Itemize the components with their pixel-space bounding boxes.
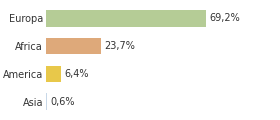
Text: 69,2%: 69,2% (209, 13, 240, 23)
Bar (46, 93, 47, 110)
Text: 23,7%: 23,7% (104, 41, 135, 51)
Bar (46, 66, 60, 82)
Bar (46, 10, 206, 27)
Text: 0,6%: 0,6% (51, 97, 75, 107)
Text: 6,4%: 6,4% (64, 69, 88, 79)
Bar (46, 38, 101, 54)
